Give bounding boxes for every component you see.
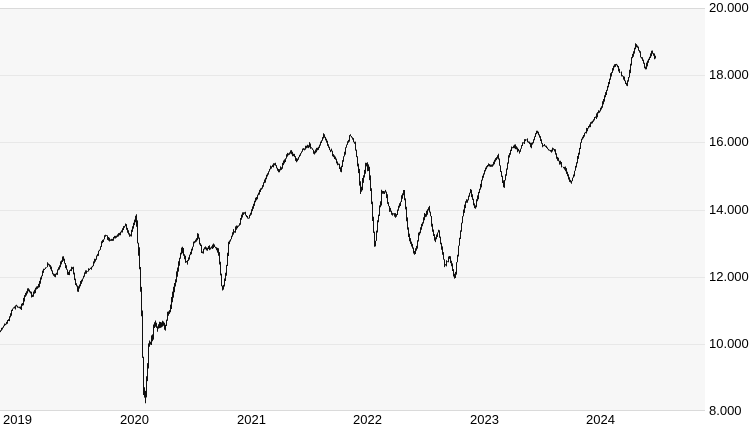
y-tick-label: 18.000 (709, 67, 749, 83)
y-tick-label: 16.000 (709, 134, 749, 150)
y-tick-label: 12.000 (709, 268, 749, 284)
y-tick-label: 10.000 (709, 335, 749, 351)
x-tick-label: 2022 (353, 412, 382, 427)
price-series (0, 43, 656, 404)
plot-area (0, 8, 705, 411)
y-tick-label: 8.000 (709, 403, 742, 418)
x-tick-label: 2024 (586, 412, 615, 427)
price-series-canvas (0, 8, 705, 411)
x-tick-label: 2019 (3, 412, 32, 427)
x-tick-label: 2023 (470, 412, 499, 427)
x-tick-label: 2021 (237, 412, 266, 427)
y-tick-label: 20.000 (709, 0, 749, 15)
y-tick-label: 14.000 (709, 201, 749, 217)
x-tick-label: 2020 (120, 412, 149, 427)
